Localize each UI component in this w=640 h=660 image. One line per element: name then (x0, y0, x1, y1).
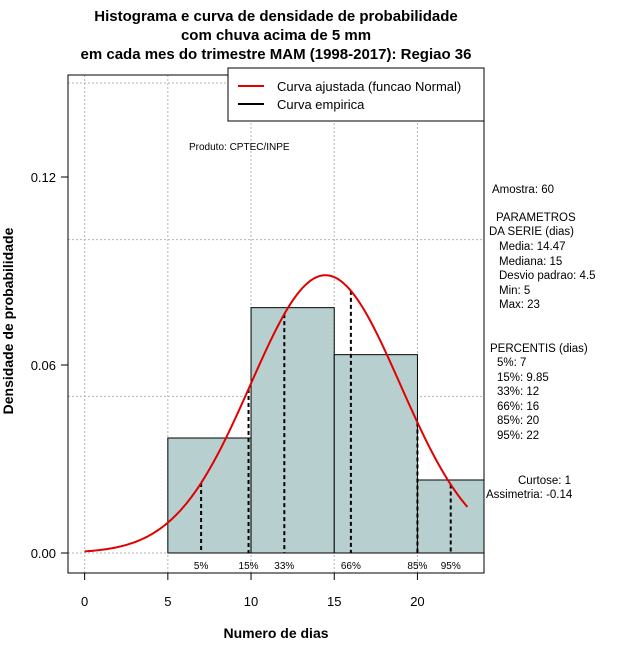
x-axis-title: Numero de dias (223, 625, 328, 641)
product-label: Produto: CPTEC/INPE (189, 142, 290, 153)
percentil-5: 5%: 7 (497, 357, 526, 369)
stat-desvio: Desvio padrao: 4.5 (499, 270, 596, 282)
x-tick-label-1: 5 (164, 594, 171, 609)
chart-title-line-3: em cada mes do trimestre MAM (1998-2017)… (81, 46, 472, 63)
x-tick-label-0: 0 (81, 594, 88, 609)
percentil-85: 85%: 20 (497, 415, 539, 427)
histogram-bar-0 (167, 437, 252, 554)
percentile-label-2: 33% (274, 561, 294, 572)
percentil-66: 66%: 16 (497, 401, 539, 413)
chart-title-line-2: com chuva acima de 5 mm (181, 27, 371, 44)
stat-max: Max: 23 (499, 299, 540, 311)
y-tick-label-2: 0.12 (31, 170, 56, 185)
x-tick-label-2: 10 (244, 594, 258, 609)
chart-title-line-1: Histograma e curva de densidade de proba… (94, 8, 457, 25)
stat-curtose: Curtose: 1 (518, 475, 571, 487)
y-axis-title: Densidade de probabilidade (0, 227, 16, 414)
normal-curve-layer (84, 274, 469, 553)
x-tick-label-3: 15 (327, 594, 341, 609)
percentile-label-3: 66% (341, 561, 361, 572)
percentile-label-0: 5% (194, 561, 209, 572)
percentil-15: 15%: 9.85 (497, 372, 549, 384)
percentil-95: 95%: 22 (497, 430, 539, 442)
legend-label-empirical: Curva empirica (277, 97, 365, 112)
stats-panel: Amostra: 60 PARAMETROS DA SERIE (dias) M… (486, 184, 596, 501)
y-tick-label-0: 0.00 (31, 546, 56, 561)
stat-media: Media: 14.47 (499, 241, 566, 253)
params-header-1: PARAMETROS (496, 212, 576, 224)
stat-amostra: Amostra: 60 (492, 184, 554, 196)
percentile-label-1: 15% (239, 561, 259, 572)
normal-curve (84, 274, 469, 553)
legend: Curva ajustada (funcao Normal) Curva emp… (227, 67, 485, 122)
percentil-33: 33%: 12 (497, 386, 539, 398)
axes: 0 5 10 15 20 0.00 0.06 0.12 (31, 170, 425, 609)
histogram-bars (167, 307, 485, 554)
y-tick-label-1: 0.06 (31, 358, 56, 373)
stat-assimetria: Assimetria: -0.14 (486, 489, 573, 501)
percentile-label-5: 95% (441, 561, 461, 572)
percentile-label-4: 85% (407, 561, 427, 572)
histogram-bar-1 (250, 307, 335, 554)
percentis-header: PERCENTIS (dias) (490, 343, 588, 355)
legend-label-fitted: Curva ajustada (funcao Normal) (277, 79, 461, 94)
x-tick-label-4: 20 (410, 594, 424, 609)
stat-mediana: Mediana: 15 (499, 256, 562, 268)
histogram-bar-2 (333, 354, 418, 554)
legend-box (227, 67, 485, 122)
params-header-2: DA SERIE (dias) (489, 226, 574, 238)
percentile-lines: 5% 15% 33% 66% 85% 95% (194, 290, 461, 572)
stat-min: Min: 5 (499, 285, 530, 297)
